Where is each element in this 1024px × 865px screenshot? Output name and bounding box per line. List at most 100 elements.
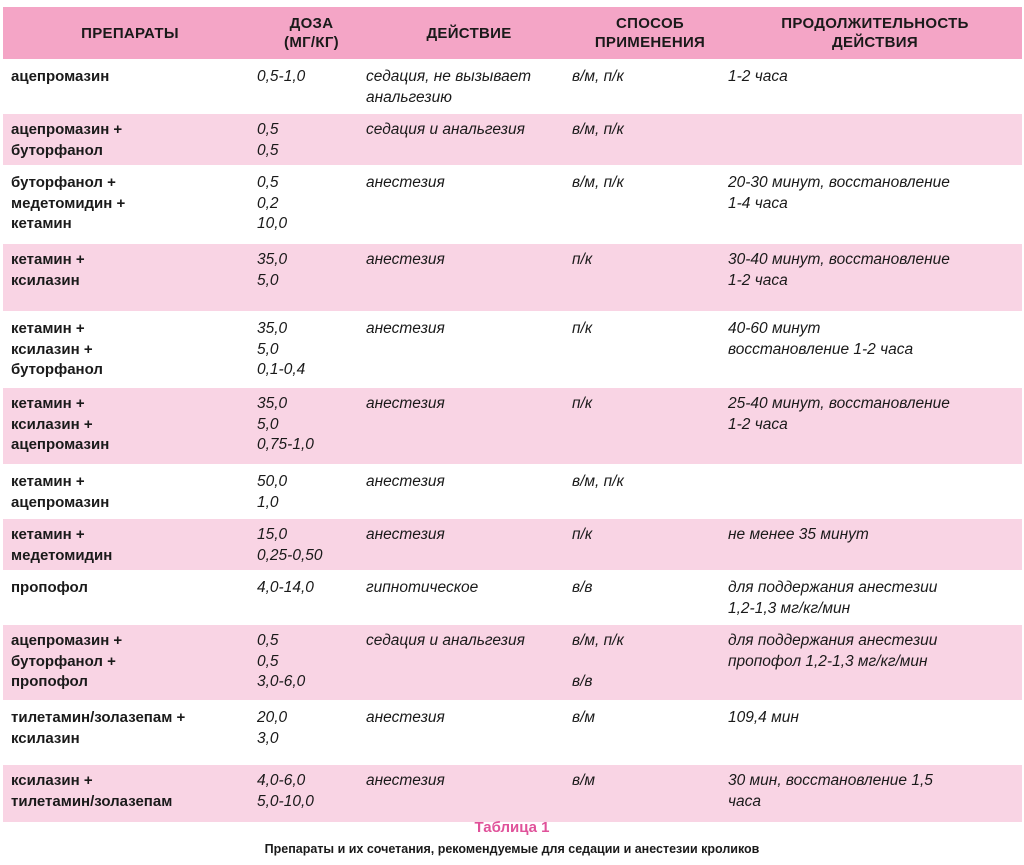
cell-drugs-line: кетамин	[11, 215, 72, 232]
cell-drugs-line: пропофол	[11, 673, 88, 690]
cell-route-line: в/м	[572, 772, 596, 789]
cell-route-line: в/м	[572, 709, 596, 726]
cell-dose: 15,0 0,25-0,50	[257, 517, 366, 571]
table-row: кетамин + ксилазин + буторфанол 35,0 5,0 0,1-…	[3, 311, 1022, 387]
cell-duration-line: 1-2 часа	[728, 68, 788, 85]
cell-drugs-line: ацепромазин	[11, 68, 110, 85]
cell-dose-line: 0,1-0,4	[257, 361, 306, 378]
cell-drugs-line: медетомидин +	[11, 194, 126, 212]
cell-drugs: кетамин + ксилазин + буторфанол	[3, 311, 257, 387]
cell-duration-line: 25-40 минут, восстановление	[728, 395, 950, 412]
table-row: пропофол 4,0-14,0 гипнотическое в/в для подд…	[3, 570, 1022, 624]
cell-drugs-line: кетамин +	[11, 320, 85, 337]
cell-route: в/м, п/к	[572, 112, 728, 166]
cell-dose: 0,5-1,0	[257, 59, 366, 113]
cell-action-line: анестезия	[366, 251, 445, 268]
cell-drugs: буторфанол + медетомидин + кетамин	[3, 165, 257, 243]
cell-dose-line: 3,0	[257, 729, 279, 747]
cell-duration: для поддержания анестезии 1,2-1,3 мг/кг/м…	[728, 570, 1022, 624]
cell-action: анестезия	[366, 517, 572, 571]
cell-drugs: кетамин + ацепромазин	[3, 464, 257, 518]
cell-dose-line: 4,0-6,0	[257, 772, 306, 789]
cell-action: анестезия	[366, 165, 572, 243]
cell-drugs: кетамин + медетомидин	[3, 517, 257, 571]
cell-drugs-line: кетамин +	[11, 395, 85, 412]
cell-drugs: ацепромазин	[3, 59, 257, 113]
cell-route-line: в/в	[572, 673, 593, 690]
cell-drugs: тилетамин/золазепам + ксилазин	[3, 700, 257, 764]
cell-drugs-line: ксилазин +	[11, 772, 93, 789]
cell-action-line: анестезия	[366, 709, 445, 726]
cell-duration-line: 30-40 минут, восстановление	[728, 251, 950, 268]
cell-dose-line: 50,0	[257, 473, 288, 490]
cell-duration-line: не менее 35 минут	[728, 526, 869, 543]
cell-route-line: п/к	[572, 251, 593, 268]
cell-dose: 4,0-6,0 5,0-10,0	[257, 763, 366, 822]
cell-drugs-line: буторфанол	[11, 361, 103, 378]
cell-dose-line: 0,5-1,0	[257, 68, 306, 85]
cell-route-line: в/м, п/к	[572, 174, 624, 191]
cell-duration-line: часа	[728, 792, 762, 810]
cell-drugs: ацепромазин + буторфанол + пропофол	[3, 623, 257, 701]
cell-duration: 109,4 мин	[728, 700, 1022, 764]
cell-duration-line: 1-2 часа	[728, 415, 788, 433]
cell-drugs: кетамин + ксилазин + ацепромазин	[3, 386, 257, 465]
cell-route: в/м	[572, 700, 728, 764]
cell-duration-line: 1,2-1,3 мг/кг/мин	[728, 599, 851, 617]
cell-duration-line: 40-60 минут	[728, 320, 821, 337]
cell-duration-line: пропофол 1,2-1,3 мг/кг/мин	[728, 652, 928, 670]
cell-duration: для поддержания анестезии пропофол 1,2-1,…	[728, 623, 1022, 701]
cell-route-line: в/м, п/к	[572, 68, 624, 85]
cell-dose: 50,0 1,0	[257, 464, 366, 518]
header-action: ДЕЙСТВИЕ	[366, 7, 572, 60]
cell-dose-line: 20,0	[257, 709, 288, 726]
header-drugs: ПРЕПАРАТЫ	[3, 7, 257, 60]
cell-duration-line: для поддержания анестезии	[728, 579, 938, 596]
cell-action: гипнотическое	[366, 570, 572, 624]
cell-route: п/к	[572, 242, 728, 312]
cell-duration: 1-2 часа	[728, 59, 1022, 113]
table-row: буторфанол + медетомидин + кетамин 0,5 0,2 10…	[3, 165, 1022, 243]
cell-dose-line: 0,2	[257, 194, 279, 212]
cell-duration-line: восстановление 1-2 часа	[728, 340, 914, 358]
cell-action-line: анестезия	[366, 395, 445, 412]
cell-drugs-line: медетомидин	[11, 546, 113, 564]
cell-duration-line: 30 мин, восстановление 1,5	[728, 772, 933, 789]
cell-duration	[728, 112, 1022, 166]
cell-dose: 4,0-14,0	[257, 570, 366, 624]
cell-duration: 25-40 минут, восстановление 1-2 часа	[728, 386, 1022, 465]
table-row: ацепромазин + буторфанол + пропофол 0,5 0,5 3…	[3, 623, 1022, 701]
cell-route-line	[572, 652, 727, 673]
cell-dose-line: 35,0	[257, 320, 288, 337]
cell-dose: 0,5 0,2 10,0	[257, 165, 366, 243]
cell-dose-line: 0,5	[257, 121, 279, 138]
table-caption-subtitle: Препараты и их сочетания, рекомендуемые …	[264, 842, 760, 856]
table-row: ацепромазин + буторфанол 0,5 0,5 седация и а…	[3, 112, 1022, 166]
table-row: ксилазин + тилетамин/золазепам 4,0-6,0 5,0-…	[3, 763, 1022, 822]
cell-route: п/к	[572, 386, 728, 465]
cell-action: анестезия	[366, 700, 572, 764]
table-row: кетамин + ксилазин + ацепромазин 35,0 5,0 0,7…	[3, 386, 1022, 465]
cell-action-line: седация, не вызывает	[366, 68, 532, 85]
cell-action-line: анестезия	[366, 320, 445, 337]
cell-action-line: седация и анальгезия	[366, 632, 525, 649]
header-duration: ПРОДОЛЖИТЕЛЬНОСТЬ ДЕЙСТВИЯ	[728, 7, 1022, 60]
cell-action: седация, не вызывает анальгезию	[366, 59, 572, 113]
cell-dose-line: 0,75-1,0	[257, 436, 314, 453]
cell-route-line: п/к	[572, 320, 593, 337]
cell-dose-line: 35,0	[257, 251, 288, 268]
cell-dose-line: 15,0	[257, 526, 288, 543]
cell-drugs-line: кетамин +	[11, 473, 85, 490]
cell-drugs-line: ацепромазин	[11, 493, 110, 511]
table-body: ацепромазин 0,5-1,0 седация, не вызывает ан…	[3, 59, 1022, 822]
cell-dose-line: 3,0-6,0	[257, 673, 306, 690]
cell-duration: не менее 35 минут	[728, 517, 1022, 571]
cell-duration-line: 1-2 часа	[728, 271, 788, 289]
header-route: СПОСОБ ПРИМЕНЕНИЯ	[572, 7, 728, 60]
cell-action: седация и анальгезия	[366, 623, 572, 701]
cell-drugs: пропофол	[3, 570, 257, 624]
cell-drugs: кетамин + ксилазин	[3, 242, 257, 312]
cell-action-line: анестезия	[366, 473, 445, 490]
cell-route: в/м, п/к	[572, 165, 728, 243]
cell-route-line: в/м, п/к	[572, 121, 624, 138]
